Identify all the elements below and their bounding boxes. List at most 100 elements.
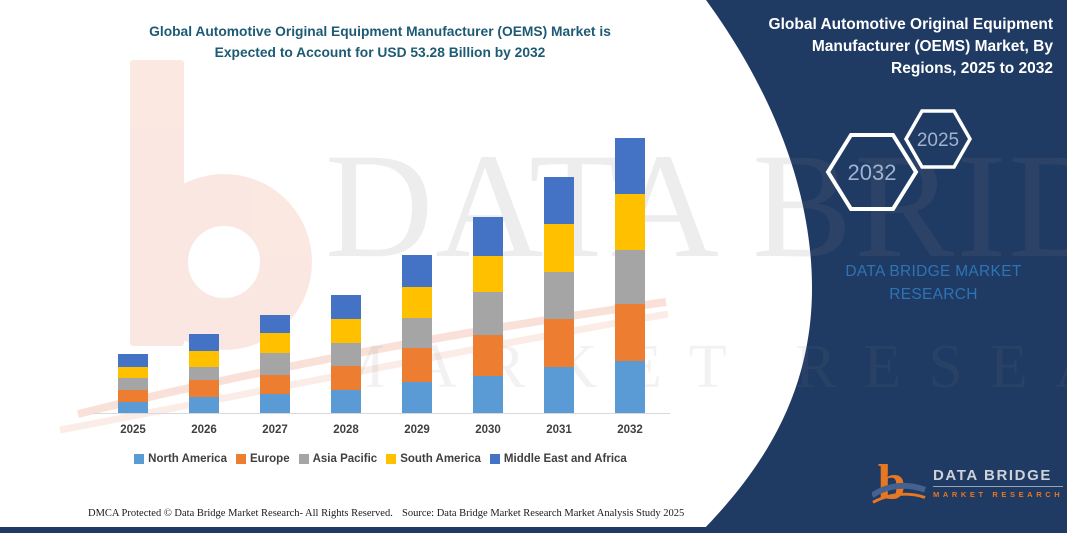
bar-segment-2025-south-america — [118, 367, 148, 378]
bar-segment-2025-asia-pacific — [118, 378, 148, 390]
bar-segment-2028-north-america — [331, 390, 361, 413]
bar-segment-2029-middle-east-and-africa — [402, 255, 432, 287]
legend-item-europe: Europe — [235, 453, 290, 465]
bottom-strip — [0, 527, 1067, 533]
bar-segment-2032-north-america — [615, 361, 645, 413]
bar-segment-2032-middle-east-and-africa — [615, 138, 645, 194]
x-axis-label-2029: 2029 — [404, 424, 430, 436]
x-axis-label-2030: 2030 — [475, 424, 501, 436]
bar-segment-2026-north-america — [189, 397, 219, 413]
legend-item-asia-pacific: Asia Pacific — [298, 453, 378, 465]
x-axis-line — [93, 413, 670, 414]
bar-2029 — [402, 255, 432, 413]
bar-segment-2030-europe — [473, 335, 503, 376]
panel-title-line2: Manufacturer (OEMS) Market, By — [811, 38, 1053, 55]
bar-segment-2029-asia-pacific — [402, 318, 432, 348]
panel-brand-line2: RESEARCH — [889, 286, 978, 304]
legend-label: North America — [148, 453, 227, 465]
bar-segment-2032-south-america — [615, 194, 645, 250]
bar-2032 — [615, 138, 645, 413]
bar-2025 — [118, 354, 148, 413]
bar-segment-2026-middle-east-and-africa — [189, 334, 219, 351]
logo-text: DATA BRIDGE MARKET RESEARCH — [933, 467, 1064, 499]
hexagon-2025: 2025 — [903, 109, 973, 169]
legend-label: South America — [400, 453, 481, 465]
bar-2026 — [189, 334, 219, 413]
bar-segment-2031-europe — [544, 319, 574, 367]
bar-segment-2028-asia-pacific — [331, 343, 361, 366]
x-axis-label-2032: 2032 — [617, 424, 643, 436]
bar-2031 — [544, 177, 574, 413]
hexagon-2032-label: 2032 — [848, 160, 897, 185]
panel-title: Global Automotive Original Equipment Man… — [731, 14, 1053, 80]
logo-name: DATA BRIDGE — [933, 467, 1064, 487]
bar-segment-2025-middle-east-and-africa — [118, 354, 148, 367]
bar-segment-2030-asia-pacific — [473, 292, 503, 335]
legend-swatch-icon — [298, 454, 309, 464]
bar-segment-2030-middle-east-and-africa — [473, 217, 503, 256]
svg-text:b: b — [878, 456, 906, 509]
panel-title-line3: Regions, 2025 to 2032 — [891, 60, 1053, 77]
legend-label: Europe — [249, 453, 290, 465]
legend-swatch-icon — [386, 454, 397, 464]
bar-segment-2027-north-america — [260, 394, 290, 413]
bar-segment-2029-south-america — [402, 287, 432, 318]
chart-title-line1: Global Automotive Original Equipment Man… — [149, 24, 611, 39]
bar-segment-2031-south-america — [544, 224, 574, 272]
bar-segment-2027-south-america — [260, 333, 290, 353]
hexagon-2032: 2032 — [825, 133, 919, 211]
bar-segment-2031-middle-east-and-africa — [544, 177, 574, 224]
data-bridge-b-icon: b — [872, 456, 926, 509]
chart-title: Global Automotive Original Equipment Man… — [70, 21, 690, 64]
bar-2030 — [473, 217, 503, 413]
chart-legend: North America Europe Asia Pacific South Ame… — [88, 453, 673, 465]
bar-2027 — [260, 315, 290, 413]
bar-segment-2027-middle-east-and-africa — [260, 315, 290, 333]
logo-tagline: MARKET RESEARCH — [933, 490, 1064, 499]
bar-segment-2027-europe — [260, 375, 290, 394]
legend-item-north-america: North America — [134, 453, 227, 465]
bar-2028 — [331, 295, 361, 413]
data-bridge-logo: b DATA BRIDGE MARKET RESEARCH — [872, 456, 1064, 510]
side-panel-shape — [700, 0, 1067, 533]
panel-brand-text: DATA BRIDGE MARKET RESEARCH — [806, 260, 1061, 307]
legend-item-south-america: South America — [386, 453, 481, 465]
x-axis-label-2025: 2025 — [120, 424, 146, 436]
x-axis-label-2026: 2026 — [191, 424, 217, 436]
bar-segment-2029-europe — [402, 348, 432, 382]
bar-segment-2028-europe — [331, 366, 361, 390]
bar-segment-2032-asia-pacific — [615, 250, 645, 304]
source-note: Source: Data Bridge Market Research Mark… — [402, 508, 685, 519]
bar-segment-2031-north-america — [544, 367, 574, 413]
bar-segment-2030-north-america — [473, 376, 503, 413]
legend-swatch-icon — [134, 454, 145, 464]
bar-segment-2028-south-america — [331, 319, 361, 343]
bar-segment-2025-europe — [118, 390, 148, 402]
bar-segment-2027-asia-pacific — [260, 353, 290, 375]
chart-title-line2: Expected to Account for USD 53.28 Billio… — [214, 45, 546, 61]
panel-title-line1: Global Automotive Original Equipment — [768, 16, 1053, 33]
legend-label: Asia Pacific — [312, 453, 378, 465]
bar-segment-2025-north-america — [118, 402, 148, 413]
bar-segment-2028-middle-east-and-africa — [331, 295, 361, 319]
legend-label: Middle East and Africa — [503, 453, 627, 465]
bar-segment-2032-europe — [615, 304, 645, 361]
panel-brand-line1: DATA BRIDGE MARKET — [845, 263, 1022, 280]
x-axis-label-2031: 2031 — [546, 424, 572, 436]
bar-segment-2026-south-america — [189, 351, 219, 367]
bar-segment-2026-europe — [189, 380, 219, 397]
year-hexagons: 2032 2025 — [825, 109, 973, 211]
hexagon-2025-label: 2025 — [917, 130, 959, 151]
x-axis-label-2027: 2027 — [262, 424, 288, 436]
x-axis-label-2028: 2028 — [333, 424, 359, 436]
legend-swatch-icon — [235, 454, 246, 464]
legend-swatch-icon — [489, 454, 500, 464]
stacked-bar-chart: 2025 2026 2027 2028 2029 2030 2031 2032 — [118, 138, 645, 436]
dmca-notice: DMCA Protected © Data Bridge Market Rese… — [88, 508, 393, 519]
bar-segment-2030-south-america — [473, 256, 503, 292]
legend-item-middle-east-and-africa: Middle East and Africa — [489, 453, 627, 465]
bar-segment-2029-north-america — [402, 382, 432, 413]
bar-segment-2031-asia-pacific — [544, 272, 574, 319]
bar-segment-2026-asia-pacific — [189, 367, 219, 380]
